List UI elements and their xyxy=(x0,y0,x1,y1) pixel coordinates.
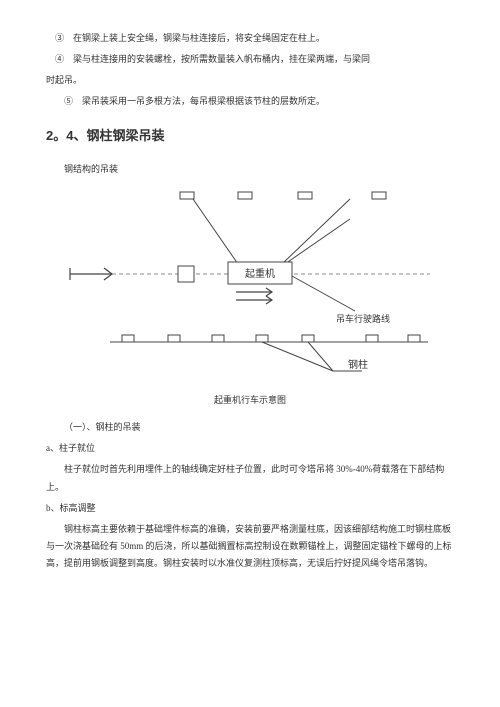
a-title: a、柱子就位 xyxy=(46,440,454,457)
b-body: 钢柱标高主要依赖于基础埋件标高的准确，安装前要严格测量柱底，因该细部结构施工时钢… xyxy=(46,521,454,572)
a-body: 柱子就位时首先利用埋件上的轴线确定好柱子位置，此时可令塔吊将 30%-40%荷载… xyxy=(46,461,454,495)
subtitle-hoisting: 钢结构的吊装 xyxy=(46,161,454,178)
list-item-4: ④ 梁与柱连接用的安装螺栓，按所需数量装入帆布桶内，挂在梁两端，与梁同 xyxy=(46,51,454,68)
b-title: b、标高调整 xyxy=(46,500,454,517)
crane-label: 起重机 xyxy=(245,267,275,280)
list-item-4b: 时起吊。 xyxy=(46,72,454,89)
list-item-5: ⑤ 梁吊装采用一吊多根方法，每吊根梁根据该节柱的层数所定。 xyxy=(46,93,454,110)
section-1-title: （一）、钢柱的吊装 xyxy=(46,419,454,436)
diagram-caption: 起重机行车示意图 xyxy=(46,392,454,409)
list-item-3: ③ 在钢梁上装上安全绳，钢梁与柱连接后，将安全绳固定在柱上。 xyxy=(46,30,454,47)
crane-diagram: 起重机 吊车行驶路线 xyxy=(50,184,450,384)
route-label: 吊车行驶路线 xyxy=(336,313,390,324)
column-label: 钢柱 xyxy=(348,358,368,371)
heading-2-4: 2。4、钢柱钢梁吊装 xyxy=(46,124,454,149)
